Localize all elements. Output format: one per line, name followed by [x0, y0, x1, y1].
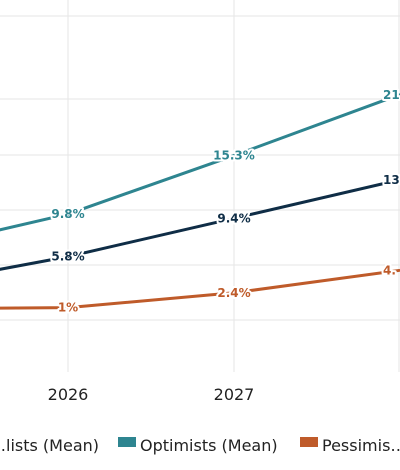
- pessimists-legend-label: Pessimis…: [322, 436, 400, 455]
- realists-data-label: 5.8%: [51, 250, 84, 264]
- legend: …lists (Mean) Optimists (Mean) Pessimis…: [0, 436, 400, 455]
- pessimists-legend-swatch: [300, 437, 318, 447]
- optimists-data-label: 9.8%: [51, 207, 84, 221]
- optimists-data-label: 15.3%: [213, 149, 255, 163]
- x-tick-label: 2026: [48, 385, 89, 404]
- grid: [0, 0, 400, 372]
- pessimists-data-label: 2.4%: [217, 286, 250, 300]
- pessimists-data-label: 4.: [383, 263, 396, 277]
- realists-data-label: 9.4%: [217, 211, 250, 225]
- realists-data-label: 13.: [383, 173, 400, 187]
- x-axis-ticks: 2026202720: [48, 385, 400, 404]
- pessimists-series-line: [0, 268, 400, 310]
- optimists-data-label: 21.: [383, 88, 400, 102]
- series-lines: [0, 93, 400, 310]
- data-labels: 5.8% 9.4% 13. 9.8% 15.3% 21. 1% 2.4% 4.: [49, 86, 400, 317]
- realists-series-line: [0, 178, 400, 271]
- x-tick-label: 2027: [214, 385, 255, 404]
- optimists-legend-label: Optimists (Mean): [140, 436, 278, 455]
- realists-legend-label: …lists (Mean): [0, 436, 99, 455]
- optimists-legend-swatch: [118, 437, 136, 447]
- optimists-series-line: [0, 93, 400, 232]
- pessimists-data-label: 1%: [58, 301, 78, 315]
